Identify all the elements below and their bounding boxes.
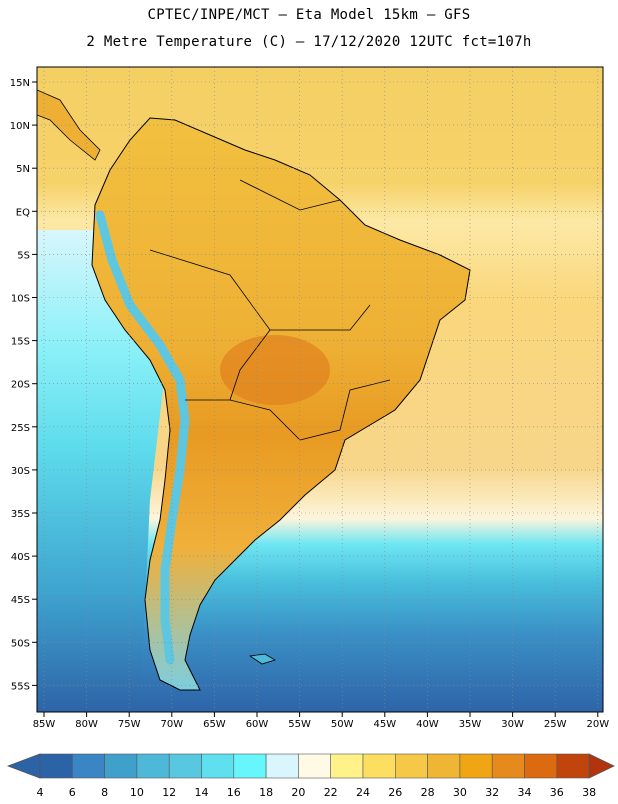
latitude-label: 10N — [10, 121, 30, 132]
longitude-label: 75W — [118, 719, 141, 730]
andes-band — [95, 210, 190, 665]
colorbar-high-arrow — [588, 753, 615, 779]
colorbar-swatch — [556, 753, 590, 779]
colorbar-swatch — [168, 753, 202, 779]
colorbar-tick-label: 30 — [453, 786, 467, 799]
country-borders — [149, 179, 391, 441]
colorbar-tick-label: 32 — [485, 786, 499, 799]
longitude-label: 35W — [459, 719, 482, 730]
colorbar-swatch — [394, 753, 428, 779]
latitude-label: 40S — [11, 552, 30, 563]
colorbar-swatch — [39, 753, 73, 779]
colorbar-tick-label: 16 — [227, 786, 241, 799]
colorbar-tick-label: 12 — [162, 786, 176, 799]
longitude-label: 60W — [246, 719, 269, 730]
longitude-label: 55W — [288, 719, 311, 730]
map-frame — [36, 66, 604, 713]
longitude-labels: 85W 80W 75W 70W 65W 60W 55W 50W 45W 40W 35W 30W 25W 2… — [33, 712, 609, 730]
latitude-label: EQ — [16, 207, 30, 218]
colorbar-swatch — [459, 753, 493, 779]
colorbar-tick-label: 22 — [324, 786, 338, 799]
colorbar-tick-label: 26 — [388, 786, 402, 799]
longitude-label: 80W — [75, 719, 98, 730]
latitude-label: 15S — [11, 337, 30, 348]
longitude-label: 45W — [373, 719, 396, 730]
latitude-label: 20S — [11, 380, 30, 391]
latitude-label: 55S — [11, 681, 30, 692]
colorbar-swatch — [491, 753, 525, 779]
colorbar-swatch — [362, 753, 396, 779]
longitude-label: 20W — [586, 719, 609, 730]
map-title-line-2: 2 Metre Temperature (C) – 17/12/2020 12U… — [86, 34, 532, 50]
longitude-label: 65W — [203, 719, 226, 730]
longitude-label: 25W — [544, 719, 567, 730]
colorbar-swatch — [524, 753, 558, 779]
colorbar-swatch — [104, 753, 138, 779]
colorbar-tick-label: 24 — [356, 786, 370, 799]
longitude-label: 30W — [501, 719, 524, 730]
colorbar-swatch — [427, 753, 461, 779]
colorbar-tick-label: 10 — [130, 786, 144, 799]
latitude-label: 30S — [11, 466, 30, 477]
latitude-label: 5N — [16, 164, 30, 175]
colorbar-tick-label: 14 — [195, 786, 209, 799]
latitude-label: 15N — [10, 78, 30, 89]
colorbar-tick-label: 18 — [259, 786, 273, 799]
colorbar-low-arrow — [6, 753, 41, 779]
latitude-label: 5S — [17, 250, 30, 261]
colorbar-swatch — [233, 753, 267, 779]
pacific-field — [37, 230, 170, 712]
colorbar-swatch — [201, 753, 235, 779]
colorbar-swatch — [72, 753, 105, 779]
longitude-label: 50W — [331, 719, 354, 730]
colorbar-tick-label: 4 — [37, 786, 44, 799]
longitude-label: 85W — [33, 719, 56, 730]
latitude-label: 50S — [11, 638, 30, 649]
hot-core — [220, 335, 330, 405]
longitude-label: 70W — [160, 719, 183, 730]
temperature-colorbar: 4 6 8 10 12 14 16 18 20 22 24 26 28 30 32 34 36 38 — [6, 753, 615, 799]
colorbar-tick-label: 36 — [550, 786, 564, 799]
colorbar-tick-label: 20 — [291, 786, 305, 799]
latitude-label: 45S — [11, 595, 30, 606]
colorbar-tick-label: 38 — [582, 786, 596, 799]
falkland-islands — [248, 653, 276, 665]
central-america — [37, 89, 101, 161]
colorbar-swatch — [136, 753, 170, 779]
colorbar-tick-label: 6 — [69, 786, 76, 799]
latitude-label: 35S — [11, 509, 30, 520]
longitude-label: 40W — [416, 719, 439, 730]
colorbar-tick-label: 28 — [421, 786, 435, 799]
colorbar-tick-label: 8 — [101, 786, 108, 799]
latitude-labels: 15N 10N 5N EQ 5S 10S 15S 20S 25S 30S 35S 40S 45S 50S 5… — [10, 78, 37, 692]
colorbar-swatch — [298, 753, 331, 779]
map-title-line-1: CPTEC/INPE/MCT – Eta Model 15km – GFS — [147, 7, 471, 23]
colorbar-tick-label: 34 — [518, 786, 532, 799]
colorbar-swatch — [330, 753, 364, 779]
latitude-label: 10S — [11, 294, 30, 305]
latitude-label: 25S — [11, 423, 30, 434]
colorbar-swatch — [265, 753, 299, 779]
